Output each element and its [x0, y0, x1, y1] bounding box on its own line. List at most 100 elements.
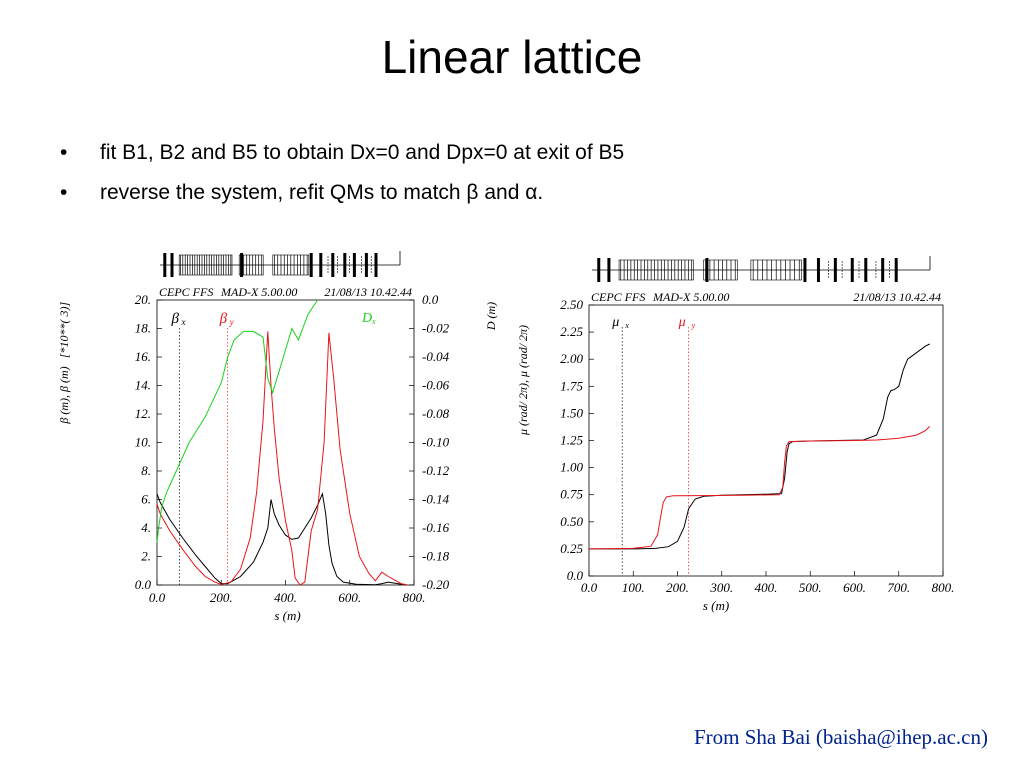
y-tick-label: 2.50	[560, 297, 583, 312]
y2-tick-label: -0.10	[422, 435, 450, 450]
x-tick-label: 800.	[403, 590, 426, 605]
lattice-left-quad	[331, 253, 335, 277]
lattice-left-quad	[170, 253, 174, 277]
marker-sub-x: x	[624, 321, 629, 330]
bullet-text: reverse the system, refit QMs to match β…	[100, 181, 544, 204]
x-tick-label: 500.	[799, 580, 822, 595]
x-tick-label: 300.	[709, 580, 733, 595]
chart2-header-mid: MAD-X 5.00.00	[652, 290, 729, 304]
y-tick-label: 4.	[141, 520, 151, 535]
marker-label-y: μ	[678, 315, 686, 330]
y-tick-label: 2.25	[560, 324, 583, 339]
lattice-left-bend-group	[238, 254, 264, 276]
x-axis-label: s (m)	[274, 608, 300, 623]
chart2-frame	[588, 304, 944, 577]
y2-tick-label: 0.0	[422, 292, 439, 307]
y-tick-label: 0.0	[135, 577, 152, 592]
legend-dx-label: D	[361, 311, 372, 326]
y-axis-label: β (m), β (m)	[57, 366, 71, 424]
marker-label-x: β	[170, 311, 179, 327]
x-tick-label: 600.	[338, 590, 361, 605]
x-tick-label: 100.	[622, 580, 645, 595]
y-tick-label: 16.	[135, 349, 151, 364]
lattice-right-quad	[803, 258, 807, 282]
y-tick-label: 2.00	[560, 351, 583, 366]
y-tick-label: 18.	[135, 321, 151, 336]
lattice-left-quad	[352, 253, 356, 277]
marker-label-x: μ	[611, 315, 619, 330]
y-tick-label: 10.	[135, 435, 151, 450]
lattice-right-quad	[597, 258, 601, 282]
x-tick-label: 600.	[843, 580, 866, 595]
lattice-right-quad	[607, 258, 611, 282]
x-tick-label: 400.	[755, 580, 778, 595]
y-tick-label: 2.	[141, 549, 151, 564]
lattice-left-quad	[309, 253, 313, 277]
series-line-D-x	[156, 299, 319, 543]
lattice-left-quad	[319, 253, 323, 277]
x-tick-label: 0.0	[581, 580, 598, 595]
lattice-left-quad	[343, 253, 347, 277]
y2-tick-label: -0.04	[422, 349, 450, 364]
x-tick-label: 0.0	[149, 590, 166, 605]
x-tick-label: 200.	[210, 590, 233, 605]
lattice-left-quad	[163, 253, 167, 277]
lattice-right-quad	[833, 258, 837, 282]
chart2-header-left: CEPC FFS	[591, 290, 645, 304]
lattice-right-bend-group	[703, 259, 738, 281]
y2-axis-label: [*10**( 3)]	[57, 302, 71, 359]
series-line-β-y	[156, 331, 408, 586]
bullet-marker: •	[60, 181, 68, 204]
x-tick-label: 400.	[274, 590, 297, 605]
lattice-left-quad	[364, 253, 368, 277]
y-tick-label: 1.50	[560, 405, 583, 420]
y-axis-label: μ (rad/ 2π), μ (rad/ 2π)	[516, 325, 530, 436]
y2-tick-label: -0.16	[422, 520, 450, 535]
lattice-right-quad	[705, 258, 709, 282]
y-tick-label: 0.50	[560, 514, 583, 529]
y-tick-label: 6.	[141, 492, 151, 507]
lattice-right-quad	[816, 258, 820, 282]
y-tick-label: 1.25	[560, 433, 583, 448]
lattice-left-quad	[374, 253, 378, 277]
chart2-header-right: 21/08/13 10.42.44	[853, 290, 941, 304]
lattice-right-quad	[894, 258, 898, 282]
marker-sub-y: y	[691, 321, 696, 330]
bullet-item: • reverse the system, refit QMs to match …	[60, 173, 624, 213]
marker-label-y: β	[219, 311, 228, 327]
lattice-left-bend-group	[178, 254, 233, 276]
bullet-item: • fit B1, B2 and B5 to obtain Dx=0 and Dp…	[60, 133, 624, 173]
y-tick-label: 8.	[141, 463, 151, 478]
y2-axis-label: D (m)	[484, 302, 498, 331]
y2-tick-label: -0.14	[422, 492, 450, 507]
marker-sub-y: y	[229, 317, 234, 327]
lattice-right-quad	[864, 258, 868, 282]
y2-tick-label: -0.12	[422, 463, 450, 478]
y2-tick-label: -0.08	[422, 406, 450, 421]
y-tick-label: 14.	[135, 378, 151, 393]
x-axis-label: s (m)	[703, 598, 729, 613]
x-tick-label: 800.	[932, 580, 955, 595]
bullet-text: fit B1, B2 and B5 to obtain Dx=0 and Dpx…	[100, 141, 625, 164]
y2-tick-label: -0.02	[422, 321, 450, 336]
lattice-right-bend-group	[618, 259, 694, 281]
y2-tick-label: -0.20	[422, 577, 450, 592]
chart1-header-right: 21/08/13 10.42.44	[324, 285, 412, 299]
y-tick-label: 0.75	[560, 487, 583, 502]
y-tick-label: 1.75	[560, 378, 583, 393]
series-line-μ-y	[588, 426, 931, 550]
legend-dx-sub: x	[371, 317, 376, 326]
y-tick-label: 1.00	[560, 460, 583, 475]
y2-tick-label: -0.18	[422, 549, 450, 564]
x-tick-label: 200.	[666, 580, 689, 595]
chart1-header-mid: MAD-X 5.00.00	[220, 285, 297, 299]
y-tick-label: 0.0	[567, 568, 584, 583]
series-line-μ-x	[589, 343, 930, 550]
y-tick-label: 0.25	[560, 541, 583, 556]
y2-tick-label: -0.06	[422, 378, 450, 393]
bullet-list: • fit B1, B2 and B5 to obtain Dx=0 and Dp…	[60, 133, 624, 213]
credit-line: From Sha Bai (baisha@ihep.ac.cn)	[693, 725, 988, 749]
chart1-header-left: CEPC FFS	[159, 285, 213, 299]
y-tick-label: 12.	[135, 406, 151, 421]
